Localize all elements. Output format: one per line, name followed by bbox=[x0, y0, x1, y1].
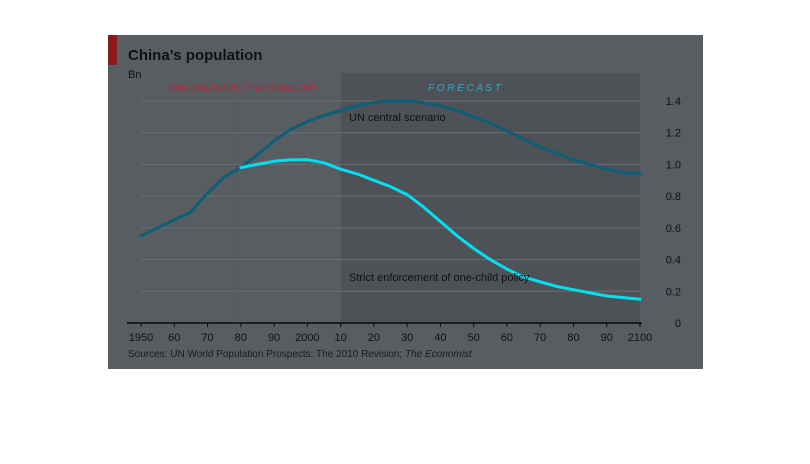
series-label-un-central: UN central scenario bbox=[349, 112, 446, 124]
x-tick-label: 40 bbox=[434, 332, 446, 344]
x-tick-label: 90 bbox=[601, 332, 613, 344]
forecast-zone bbox=[340, 73, 640, 323]
x-tick-label: 60 bbox=[168, 332, 180, 344]
y-unit-label: Bn bbox=[128, 69, 142, 81]
x-tick-label: 1950 bbox=[129, 332, 153, 344]
x-tick-label: 30 bbox=[401, 332, 413, 344]
series-label-strict-enforcement: Strict enforcement of one-child policy bbox=[349, 272, 530, 284]
source-prefix: Sources: UN World Population Prospects: … bbox=[128, 349, 405, 360]
source-note: Sources: UN World Population Prospects: … bbox=[128, 349, 472, 360]
y-tick-label: 0 bbox=[675, 318, 681, 330]
series-line-un-central bbox=[139, 99, 642, 238]
series-line-strict-enforcement bbox=[239, 158, 642, 301]
x-tick-label: 90 bbox=[268, 332, 280, 344]
y-tick-label: 0.6 bbox=[666, 223, 681, 235]
x-tick-label: 50 bbox=[468, 332, 480, 344]
x-tick-label: 70 bbox=[534, 332, 546, 344]
x-tick-label: 20 bbox=[368, 332, 380, 344]
chart-title: China’s population bbox=[128, 47, 263, 64]
y-tick-label: 1.2 bbox=[666, 128, 681, 140]
y-tick-label: 1.4 bbox=[666, 96, 681, 108]
x-tick-label: 80 bbox=[235, 332, 247, 344]
y-tick-label: 0.4 bbox=[666, 255, 681, 267]
x-tick-label: 80 bbox=[567, 332, 579, 344]
line-chart: 0 0.2 0.4 0.6 0.8 1.0 1.2 1.4 1950 60 70 80 90 2000 10… bbox=[127, 73, 681, 344]
forecast-label: F O R E C A S T bbox=[428, 83, 502, 94]
policy-annotation: ONE-CHILD POLICY INTRODUCED bbox=[168, 83, 316, 93]
x-tick-label: 70 bbox=[201, 332, 213, 344]
x-tick-label: 2100 bbox=[628, 332, 652, 344]
y-tick-label: 0.8 bbox=[666, 191, 681, 203]
x-tick-label: 60 bbox=[501, 332, 513, 344]
y-tick-label: 0.2 bbox=[666, 286, 681, 298]
x-tick-label: 10 bbox=[334, 332, 346, 344]
chart-panel: 0 0.2 0.4 0.6 0.8 1.0 1.2 1.4 1950 60 70 80 90 2000 10… bbox=[108, 35, 703, 369]
brand-tab bbox=[108, 35, 117, 65]
y-tick-label: 1.0 bbox=[666, 159, 681, 171]
source-publication: The Economist bbox=[405, 349, 472, 360]
x-tick-label: 2000 bbox=[295, 332, 319, 344]
